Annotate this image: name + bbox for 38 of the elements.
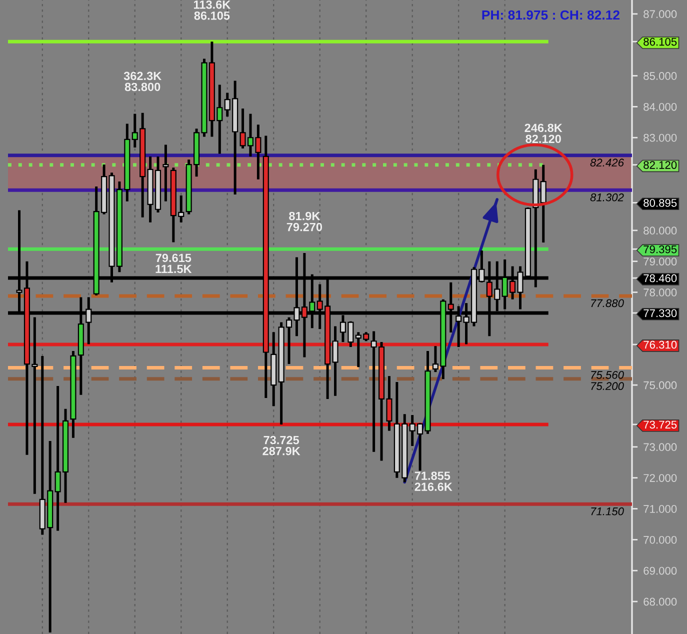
text: 73.725 287.9K [262, 436, 300, 456]
y-tick-label: 82.120 [644, 161, 677, 169]
candlestick [540, 164, 546, 244]
y-tick-label: 87.000 [644, 10, 677, 18]
text: 246.8K 82.120 [524, 124, 562, 144]
ref-line-label: 77.880 [591, 299, 624, 308]
y-tick-label: 69.000 [644, 566, 677, 575]
ref-line-label: 75.560 [591, 371, 624, 379]
y-tick-label: 75.000 [644, 381, 677, 390]
candlestick [162, 143, 169, 203]
y-tick-label: 79.000 [644, 258, 677, 266]
text: 81.9K 79.270 [286, 212, 322, 232]
ref-line-label: 71.150 [591, 507, 624, 516]
y-tick-label: 72.000 [644, 474, 677, 482]
ref-line-label: 81.302 [590, 193, 624, 202]
y-tick-label: 68.000 [644, 598, 677, 606]
y-tick-label: 78.000 [644, 288, 677, 296]
annotation: PH: 81.975 : CH: 82.12 [482, 10, 620, 20]
text: 113.6K 86.105 [194, 0, 231, 20]
y-tick-label: 84.000 [644, 102, 677, 111]
y-tick-label: 80.895 [644, 198, 677, 207]
text: 362.3K 83.800 [124, 72, 162, 92]
y-tick-label: 79.395 [644, 245, 677, 254]
text: 71.855 216.6K [414, 472, 452, 491]
ref-line-label: 82.426 [590, 158, 624, 167]
y-tick-label: 71.000 [644, 505, 677, 513]
y-tick-label: 76.310 [644, 340, 677, 349]
y-tick-label: 70.000 [644, 536, 677, 544]
y-tick-label: 83.000 [644, 134, 677, 142]
y-tick-label: 77.330 [644, 309, 677, 318]
y-tick-label: 73.000 [644, 443, 677, 452]
y-tick-label: 86.105 [644, 38, 677, 46]
text: 79.615 111.5K [156, 254, 192, 274]
y-tick-label: 80.000 [644, 226, 677, 235]
y-tick-label: 73.725 [644, 420, 677, 429]
y-tick-label: 85.000 [644, 72, 677, 80]
ref-line-label: 75.200 [591, 382, 624, 390]
y-tick-label: 78.460 [644, 274, 677, 282]
